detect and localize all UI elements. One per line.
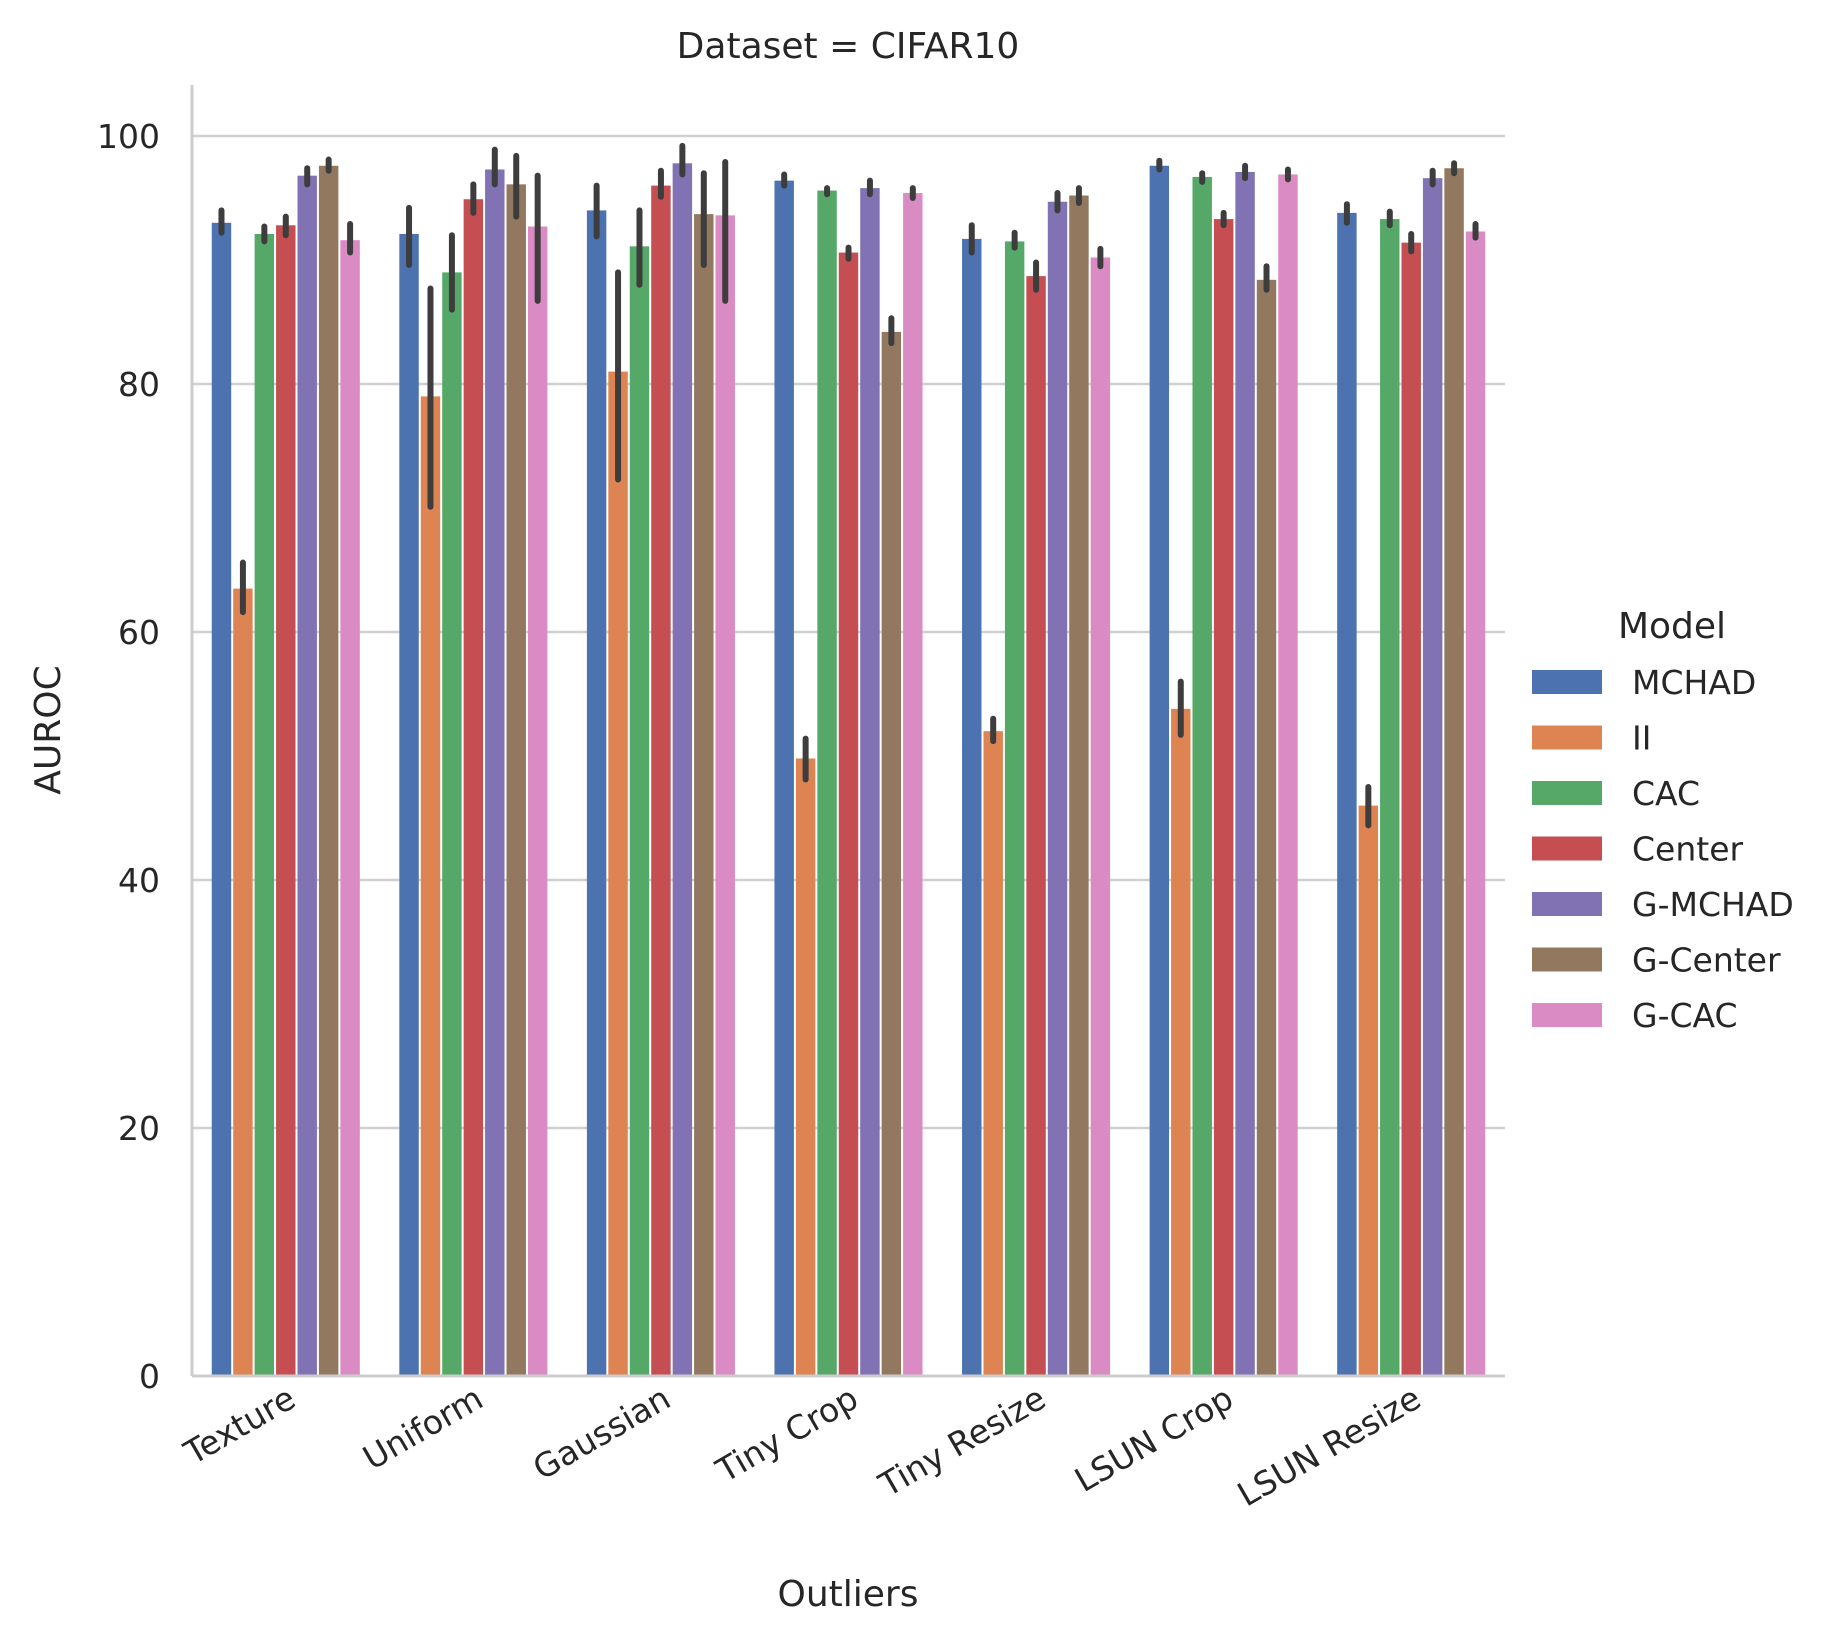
y-ticks: 0 20 40 60 80 100: [97, 117, 160, 1396]
y-tick-label: 80: [118, 365, 160, 404]
bar-g-mchad-gaussian: [672, 163, 693, 1376]
y-tick-label: 60: [118, 613, 160, 652]
legend-label: G-CAC: [1632, 996, 1738, 1035]
bar-g-cac-texture: [340, 240, 360, 1376]
legend-swatch: [1532, 836, 1602, 861]
legend-title: Model: [1618, 606, 1726, 647]
legend-label: Center: [1632, 830, 1744, 869]
bar-ii-tiny-resize: [983, 731, 1003, 1376]
bar-g-mchad-uniform: [485, 169, 505, 1377]
x-tick-label: Texture: [177, 1378, 302, 1473]
bar-cac-texture: [254, 233, 275, 1377]
y-tick-label: 20: [118, 1109, 160, 1148]
bar-center-uniform: [463, 199, 484, 1377]
bar-g-cac-tiny-resize: [1090, 257, 1111, 1376]
bar-mchad-uniform: [399, 233, 419, 1377]
legend-swatch: [1532, 1003, 1602, 1027]
legend: Model MCHAD II CAC Center G-MCHAD G-Center G-C…: [1532, 606, 1794, 1035]
legend-swatch: [1532, 947, 1602, 972]
bar-mchad-tiny-resize: [962, 238, 982, 1376]
bar-g-center-lsun-crop: [1256, 279, 1277, 1377]
bar-g-cac-tiny-crop: [903, 193, 923, 1376]
x-tick-label: LSUN Crop: [1068, 1378, 1240, 1500]
bar-g-center-texture: [318, 165, 339, 1376]
x-tick-label: Tiny Crop: [709, 1378, 865, 1490]
x-tick-label: Tiny Resize: [872, 1378, 1053, 1505]
x-axis-label: Outliers: [778, 1574, 919, 1615]
legend-label: II: [1632, 719, 1651, 758]
bar-cac-tiny-resize: [1004, 241, 1025, 1376]
legend-label: MCHAD: [1632, 663, 1756, 702]
bar-g-mchad-tiny-crop: [860, 188, 880, 1377]
y-tick-label: 0: [139, 1357, 160, 1396]
bar-g-center-tiny-crop: [881, 331, 902, 1376]
bar-ii-tiny-crop: [795, 758, 816, 1376]
x-ticks: Texture Uniform Gaussian Tiny Crop Tiny Resi…: [177, 1378, 1427, 1514]
y-tick-label: 40: [118, 861, 160, 900]
bar-g-cac-uniform: [527, 226, 548, 1376]
bar-mchad-gaussian: [586, 210, 607, 1376]
bar-g-mchad-lsun-resize: [1422, 178, 1443, 1376]
bar-center-tiny-resize: [1026, 276, 1046, 1376]
bar-mchad-lsun-crop: [1149, 165, 1170, 1376]
bar-g-mchad-lsun-crop: [1235, 171, 1255, 1377]
bar-ii-lsun-resize: [1358, 805, 1379, 1376]
bar-center-texture: [276, 225, 296, 1376]
chart-title: Dataset = CIFAR10: [677, 26, 1020, 67]
legend-swatch: [1532, 725, 1602, 750]
bar-center-lsun-resize: [1401, 242, 1421, 1376]
legend-swatch: [1532, 892, 1602, 916]
bar-ii-lsun-crop: [1171, 708, 1191, 1376]
bar-g-mchad-texture: [297, 175, 317, 1377]
bar-center-tiny-crop: [838, 252, 859, 1376]
bar-center-lsun-crop: [1213, 219, 1234, 1377]
y-axis-label: AUROC: [28, 665, 69, 794]
error-bars: [218, 142, 1479, 829]
legend-label: CAC: [1632, 774, 1700, 813]
bar-g-cac-lsun-resize: [1465, 231, 1486, 1377]
bars: [211, 163, 1486, 1377]
bar-g-center-gaussian: [694, 214, 714, 1376]
bar-ii-gaussian: [608, 371, 628, 1377]
y-tick-label: 100: [97, 117, 160, 156]
bar-g-center-uniform: [506, 184, 526, 1377]
bar-g-center-tiny-resize: [1069, 195, 1089, 1376]
x-tick-label: LSUN Resize: [1231, 1378, 1428, 1514]
bar-g-center-lsun-resize: [1444, 168, 1464, 1377]
bar-g-cac-gaussian: [715, 215, 735, 1377]
x-tick-label: Uniform: [356, 1378, 489, 1477]
bar-center-gaussian: [651, 185, 671, 1377]
bar-g-cac-lsun-crop: [1278, 174, 1298, 1377]
legend-label: G-MCHAD: [1632, 885, 1794, 924]
bar-cac-lsun-crop: [1192, 176, 1212, 1376]
bar-mchad-lsun-resize: [1337, 212, 1357, 1376]
bar-ii-texture: [233, 588, 253, 1376]
bar-cac-lsun-resize: [1380, 219, 1400, 1377]
legend-label: G-Center: [1632, 941, 1781, 980]
bar-cac-gaussian: [629, 246, 650, 1377]
legend-swatch: [1532, 781, 1602, 805]
axes: [190, 85, 1505, 1378]
bar-mchad-tiny-crop: [774, 180, 794, 1376]
bar-cac-uniform: [442, 272, 462, 1376]
bar-cac-tiny-crop: [817, 190, 837, 1376]
legend-items: MCHAD II CAC Center G-MCHAD G-Center G-CAC: [1532, 663, 1794, 1035]
x-tick-label: Gaussian: [526, 1378, 677, 1487]
bar-mchad-texture: [211, 222, 232, 1376]
legend-swatch: [1532, 670, 1602, 694]
bar-g-mchad-tiny-resize: [1047, 201, 1068, 1377]
bar-ii-uniform: [420, 396, 441, 1376]
